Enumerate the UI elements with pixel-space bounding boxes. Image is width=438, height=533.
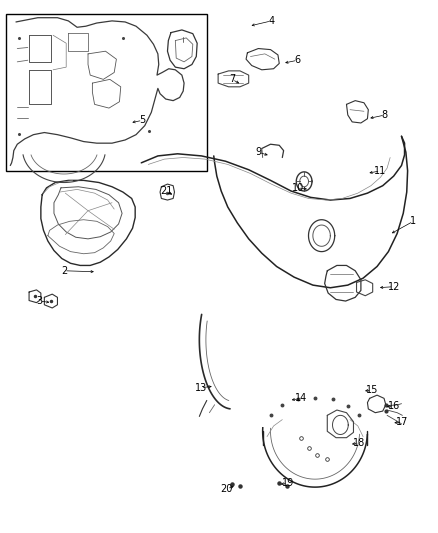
Text: 4: 4 [268, 16, 275, 26]
Text: 9: 9 [255, 147, 261, 157]
Text: 12: 12 [388, 282, 400, 292]
Text: 21: 21 [160, 186, 173, 196]
Bar [6, 14, 207, 171]
Text: 10: 10 [291, 183, 304, 193]
Text: 6: 6 [294, 55, 300, 65]
Text: 11: 11 [374, 166, 387, 176]
Text: 5: 5 [139, 115, 146, 125]
Text: 19: 19 [282, 479, 294, 488]
Text: 15: 15 [366, 385, 378, 395]
Text: 17: 17 [396, 417, 409, 427]
Text: 3: 3 [36, 296, 42, 306]
Text: 13: 13 [194, 383, 207, 393]
Text: 8: 8 [382, 110, 388, 120]
Text: 1: 1 [410, 216, 417, 227]
Text: 7: 7 [229, 75, 235, 84]
Text: 14: 14 [295, 393, 307, 403]
Text: 20: 20 [221, 484, 233, 494]
Text: 16: 16 [388, 401, 400, 411]
Text: 2: 2 [61, 266, 67, 276]
Text: 18: 18 [353, 438, 365, 448]
